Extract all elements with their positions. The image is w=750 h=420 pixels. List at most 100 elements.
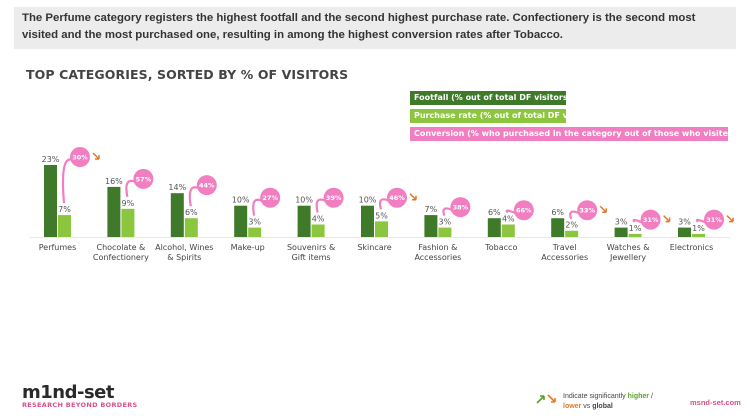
category-label: Watches & Jewellery <box>607 243 650 262</box>
conversion-bubble <box>513 200 534 221</box>
note-prefix: Indicate significantly <box>563 393 626 400</box>
conversion-bubble <box>450 197 471 218</box>
footfall-label: 10% <box>295 196 313 205</box>
footfall-bar <box>170 193 184 237</box>
conversion-label: 66% <box>516 207 532 215</box>
conversion-connector <box>378 198 390 210</box>
note-vs: vs <box>583 403 591 410</box>
footfall-label: 16% <box>105 177 123 186</box>
brand-logo: m1nd-set RESEARCH BEYOND BORDERS <box>22 382 137 409</box>
footfall-label: 6% <box>488 208 501 217</box>
conversion-bubble <box>323 187 344 208</box>
site-link[interactable]: msnd-set.com <box>690 398 741 407</box>
note-higher: higher <box>627 393 649 400</box>
category-label-line: Accessories <box>541 253 588 262</box>
category-label: Alcohol, Wines & Spirits <box>155 243 213 262</box>
purchase-bar <box>121 208 135 237</box>
category-label-line: Chocolate & <box>96 243 145 252</box>
chart-title: TOP CATEGORIES, SORTED BY % OF VISITORS <box>26 67 349 82</box>
purchase-label: 2% <box>565 221 578 230</box>
significance-lower-icon <box>409 193 417 201</box>
logo-tagline: RESEARCH BEYOND BORDERS <box>22 401 138 409</box>
category-label: Chocolate & Confectionery <box>93 243 149 262</box>
category-label-line: Jewellery <box>609 253 646 262</box>
conversion-label: 31% <box>643 216 659 224</box>
purchase-bar <box>375 221 388 237</box>
purchase-label: 7% <box>58 205 71 214</box>
category-label-line: Electronics <box>670 243 714 252</box>
insight-banner: The Perfume category registers the highe… <box>14 7 736 49</box>
conversion-bubble <box>260 187 281 208</box>
conversion-connector <box>505 209 517 215</box>
category-label: Skincare <box>357 243 391 252</box>
conversion-label: 27% <box>262 194 278 202</box>
purchase-bar <box>692 233 705 237</box>
conversion-bubble <box>70 147 90 168</box>
note-lower: lower <box>563 403 582 410</box>
purchase-label: 3% <box>248 218 261 227</box>
legend-purchase-rate: Purchase rate (% out of total DF visitor… <box>410 109 566 123</box>
category-label-line: Travel <box>552 243 577 252</box>
category-label-line: Make-up <box>231 243 265 252</box>
category-label-line: Perfumes <box>39 243 77 252</box>
purchase-label: 5% <box>375 211 388 220</box>
category-label-line: & Spirits <box>167 253 201 262</box>
purchase-label: 4% <box>502 214 515 223</box>
conversion-connector <box>315 198 327 213</box>
conversion-bubble <box>704 209 724 230</box>
note-global: global <box>592 403 613 410</box>
footfall-bar <box>234 205 248 237</box>
footfall-bar <box>551 218 565 237</box>
footfall-label: 6% <box>551 208 564 217</box>
category-label-line: Souvenirs & <box>287 243 335 252</box>
purchase-label: 1% <box>692 224 705 233</box>
purchase-bar <box>628 233 642 237</box>
footfall-bar <box>107 186 121 237</box>
category-label-line: Gift items <box>292 253 331 262</box>
conversion-connector <box>695 218 707 224</box>
purchase-bar <box>248 227 262 237</box>
purchase-bar <box>311 224 325 237</box>
category-label: Perfumes <box>39 243 77 252</box>
conversion-bubble <box>196 175 217 196</box>
conversion-label: 38% <box>453 204 469 212</box>
purchase-bar <box>184 218 198 237</box>
note-sep: / <box>650 393 653 400</box>
conversion-label: 46% <box>389 194 405 202</box>
footfall-bar <box>487 218 501 237</box>
conversion-label: 44% <box>199 182 215 190</box>
category-label-line: Confectionery <box>93 253 149 262</box>
footfall-label: 23% <box>42 155 60 164</box>
footfall-bar <box>678 227 691 237</box>
conversion-connector <box>125 179 136 198</box>
category-label-line: Tobacco <box>484 243 517 252</box>
footfall-bar <box>361 205 374 237</box>
category-label: Souvenirs & Gift items <box>287 243 335 262</box>
conversion-bubble <box>133 168 154 189</box>
footfall-label: 3% <box>615 218 628 227</box>
footfall-label: 7% <box>425 205 438 214</box>
purchase-bar <box>501 224 515 237</box>
significance-lower-icon <box>599 205 607 213</box>
footfall-bar <box>614 227 628 237</box>
purchase-label: 1% <box>629 224 642 233</box>
purchase-bar <box>565 230 579 237</box>
category-label: Make-up <box>231 243 265 252</box>
purchase-label: 4% <box>312 214 325 223</box>
category-label: Fashion & Accessories <box>414 243 461 262</box>
logo-wordmark: m1nd-set <box>22 382 114 403</box>
conversion-bubble <box>387 187 407 208</box>
significance-lower-icon <box>663 215 671 223</box>
category-label: Travel Accessories <box>541 243 588 262</box>
insight-text: The Perfume category registers the highe… <box>22 12 696 41</box>
conversion-bubble <box>577 200 598 221</box>
category-label-line: Alcohol, Wines <box>155 243 213 252</box>
category-label-line: Watches & <box>607 243 650 252</box>
significance-note: Indicate significantly higher / lower vs… <box>563 392 683 412</box>
conversion-connector <box>569 210 580 220</box>
significance-lower-icon <box>92 152 100 160</box>
footfall-bar <box>424 215 438 237</box>
legend-conversion: Conversion (% who purchased in the categ… <box>410 127 728 141</box>
conversion-label: 57% <box>136 175 152 183</box>
